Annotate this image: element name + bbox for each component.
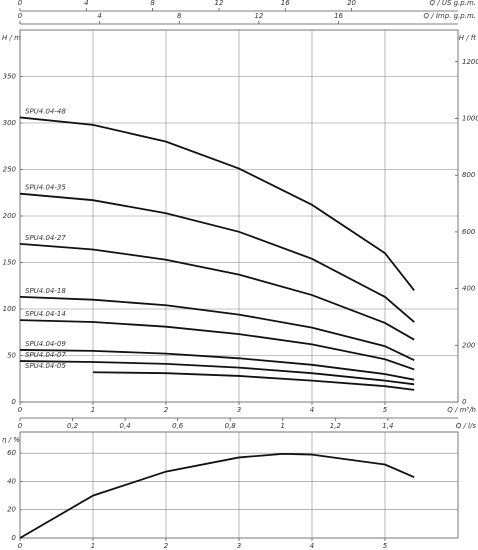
curve [19,243,415,341]
x-tick-label: 5 [383,406,388,414]
curve-label: SPU4.04-07 [25,351,66,359]
x-tick-label: 0 [18,0,23,7]
y-tick-label: 0 [12,534,17,542]
curve [19,453,415,539]
curve-label: SPU4.04-35 [25,184,66,192]
y-tick-label: 20 [7,506,16,514]
x-tick-label: 8 [150,0,155,7]
curve [19,116,415,291]
x-tick-label: 0,6 [172,422,184,430]
y-tick-label: 50 [7,352,16,360]
y-tick-label: 100 [3,305,17,313]
y-tick-label: 200 [3,212,17,220]
x-axis-title: Q / m³/h [447,406,476,414]
x-tick-label: 1,2 [330,422,342,430]
x-tick-label: 12 [214,0,223,7]
curve [19,360,415,386]
x-tick-label: 0 [18,12,23,20]
x-tick-label: 2 [164,406,169,414]
x-tick-label: 3 [237,406,241,414]
x-tick-label: 16 [334,12,343,20]
x-tick-label: 20 [347,0,356,7]
y-axis-title: H / ft [459,34,477,42]
x-tick-label: 0,8 [225,422,237,430]
x-tick-label: 4 [97,12,101,20]
x-tick-label: 3 [237,542,241,550]
x-tick-label: 0 [18,422,23,430]
curve-label: SPU4.04-48 [25,107,66,115]
curve-label: SPU4.04-27 [25,234,66,242]
x-axis-title: Q / l/s [456,422,477,430]
curve [19,349,415,381]
x-tick-label: 5 [383,542,388,550]
y-tick-label: 250 [3,166,17,174]
curve-label: SPU4.04-14 [25,310,66,318]
curve-label: SPU4.04-09 [25,340,66,348]
x-tick-label: 1 [281,422,285,430]
y-tick-label: 200 [462,341,476,349]
x-tick-label: 1,4 [382,422,393,430]
x-tick-label: 0,2 [67,422,79,430]
y-tick-label: 150 [3,259,17,267]
x-tick-label: 2 [164,542,169,550]
x-tick-label: 4 [310,542,314,550]
x-axis-title: Q / US g.p.m. [430,0,477,7]
curve-label: SPU4.04-05 [25,362,66,370]
y-tick-label: 0 [462,398,467,406]
curve [19,319,415,371]
y-tick-label: 400 [462,285,476,293]
curve [19,296,415,361]
y-tick-label: 1200 [462,58,478,66]
x-tick-label: 16 [281,0,290,7]
curve [19,192,415,323]
y-tick-label: 300 [3,119,17,127]
y-tick-label: 800 [462,171,476,179]
x-tick-label: 4 [310,406,314,414]
curve-label: SPU4.04-18 [25,287,66,295]
curve [92,371,415,391]
x-tick-label: 12 [254,12,263,20]
x-tick-label: 0 [18,406,23,414]
x-tick-label: 8 [177,12,182,20]
y-axis-title: H / m [2,34,21,42]
y-axis-title: η / % [2,436,20,444]
x-tick-label: 0,4 [120,422,131,430]
y-tick-label: 1000 [462,115,478,123]
y-tick-label: 0 [12,398,17,406]
y-tick-label: 60 [7,449,16,457]
x-tick-label: 1 [91,542,95,550]
x-tick-label: 4 [84,0,88,7]
y-tick-label: 350 [3,73,17,81]
x-tick-label: 1 [91,406,95,414]
x-tick-label: 0 [18,542,23,550]
y-tick-label: 600 [462,228,476,236]
y-tick-label: 40 [7,477,16,485]
x-axis-title: Q / Imp. g.p.m. [424,12,476,20]
